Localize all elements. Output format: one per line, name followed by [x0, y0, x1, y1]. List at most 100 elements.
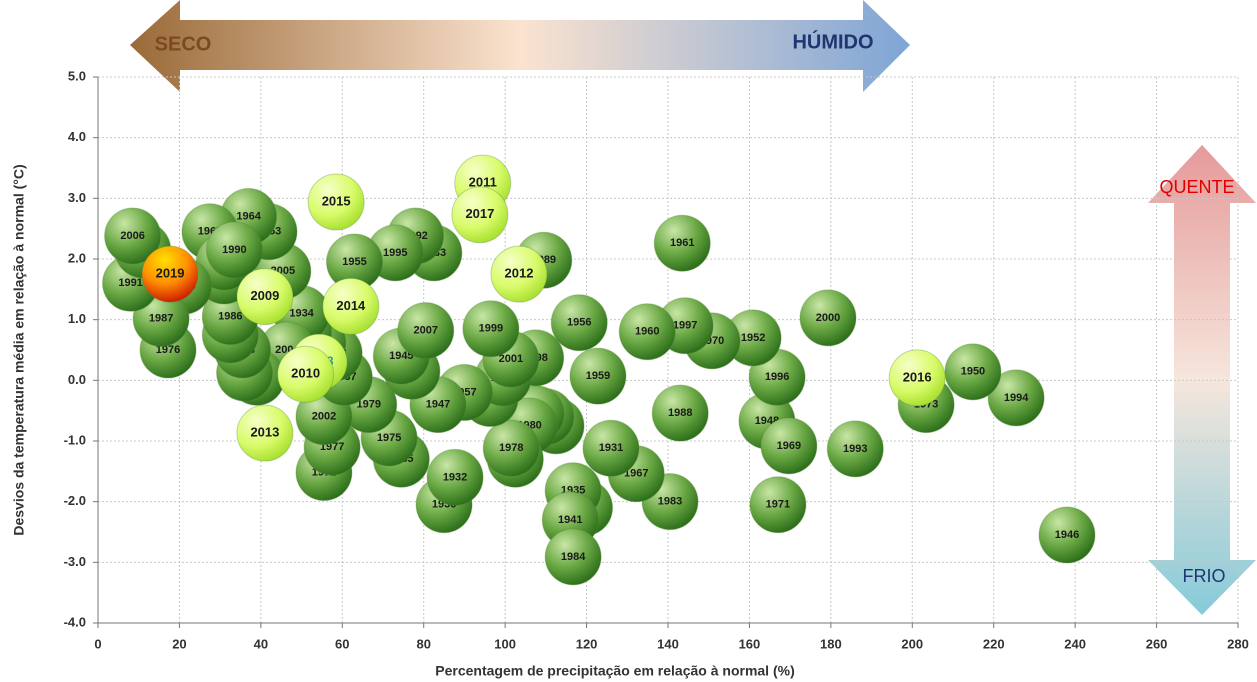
- bubble: [236, 404, 294, 462]
- point-label: 1967: [624, 468, 648, 480]
- point-label: 2015: [322, 193, 351, 208]
- point-label: 1964: [236, 210, 261, 222]
- y-tick-label: -2.0: [64, 493, 86, 508]
- point-label: 1947: [426, 399, 450, 411]
- bubble: [307, 173, 365, 231]
- x-tick-label: 20: [172, 636, 186, 651]
- point-label: 1999: [479, 323, 503, 335]
- point-label: 1986: [218, 311, 242, 323]
- point-label: 1976: [156, 344, 180, 356]
- bubble: [653, 214, 711, 272]
- point-label: 1987: [149, 312, 173, 324]
- bubble: [141, 245, 199, 303]
- annotation: FRIO: [1183, 566, 1226, 586]
- point-label: 2014: [336, 298, 366, 313]
- point-label: 1932: [443, 471, 467, 483]
- bubble: [544, 528, 602, 586]
- point-label: 1988: [668, 407, 692, 419]
- bubble: [451, 186, 509, 244]
- point-label: 1990: [222, 244, 246, 256]
- point-label: 1931: [599, 442, 623, 454]
- point-label: 1979: [357, 399, 381, 411]
- x-tick-label: 180: [820, 636, 842, 651]
- x-tick-label: 220: [983, 636, 1005, 651]
- x-tick-label: 160: [739, 636, 761, 651]
- point-label: 1941: [558, 514, 582, 526]
- point-label: 1969: [777, 440, 801, 452]
- point-label: 1996: [765, 371, 789, 383]
- y-tick-label: 1.0: [68, 311, 86, 326]
- point-label: 1959: [586, 370, 610, 382]
- point-label: 1946: [1055, 529, 1079, 541]
- point-label: 2017: [465, 206, 494, 221]
- x-tick-label: 60: [335, 636, 349, 651]
- x-tick-label: 260: [1146, 636, 1168, 651]
- bubble: [104, 207, 162, 265]
- point-label: 1983: [658, 496, 682, 508]
- x-axis-title: Percentagem de precipitação em relação à…: [435, 663, 794, 679]
- y-tick-label: 3.0: [68, 190, 86, 205]
- point-label: 1975: [377, 432, 401, 444]
- bubble: [651, 384, 709, 442]
- x-tick-label: 100: [494, 636, 516, 651]
- bubble: [618, 303, 676, 361]
- point-label: 1997: [673, 320, 697, 332]
- annotation: QUENTE: [1159, 177, 1234, 197]
- bubble: [490, 245, 548, 303]
- point-label: 1971: [766, 499, 790, 511]
- point-label: 2019: [156, 266, 185, 281]
- bubble: [322, 277, 380, 335]
- y-tick-label: -4.0: [64, 614, 86, 629]
- bubble: [397, 302, 455, 360]
- y-tick-label: -3.0: [64, 554, 86, 569]
- point-label: 2013: [250, 425, 279, 440]
- x-tick-label: 140: [657, 636, 679, 651]
- point-label: 1945: [389, 350, 413, 362]
- dry-wet-arrow: [130, 0, 910, 92]
- bubble: [482, 419, 540, 477]
- bubble: [760, 417, 818, 475]
- x-tick-label: 280: [1227, 636, 1249, 651]
- point-label: 1991: [118, 277, 142, 289]
- y-axis-title: Desvios da temperatura média em relação …: [11, 164, 27, 535]
- point-label: 2010: [291, 366, 320, 381]
- bubble: [277, 345, 335, 403]
- y-tick-label: 2.0: [68, 250, 86, 265]
- point-label: 2001: [499, 353, 523, 365]
- point-label: 1993: [843, 443, 867, 455]
- y-tick-label: -1.0: [64, 432, 86, 447]
- bubble: [236, 268, 294, 326]
- y-tick-label: 4.0: [68, 129, 86, 144]
- point-label: 2006: [120, 230, 144, 242]
- point-label: 1955: [342, 256, 366, 268]
- annotation: SECO: [155, 33, 212, 55]
- point-label: 1978: [499, 442, 523, 454]
- bubble: [888, 349, 946, 407]
- point-label: 2007: [414, 324, 438, 336]
- x-tick-label: 200: [901, 636, 923, 651]
- point-label: 1961: [670, 237, 694, 249]
- bubble: [749, 476, 807, 534]
- point-label: 2002: [312, 411, 336, 423]
- point-label: 1956: [567, 317, 591, 329]
- point-label: 1960: [635, 326, 659, 338]
- point-label: 2011: [469, 175, 497, 190]
- x-tick-label: 120: [576, 636, 598, 651]
- bubble: [205, 221, 263, 279]
- bubble: [1038, 506, 1096, 564]
- point-label: 2012: [505, 266, 534, 281]
- annotation: HÚMIDO: [792, 29, 873, 53]
- point-label: 1994: [1004, 392, 1029, 404]
- y-tick-label: 0.0: [68, 372, 86, 387]
- bubble: [550, 294, 608, 352]
- point-label: 1952: [741, 332, 765, 344]
- point-label: 1995: [383, 247, 407, 259]
- point-label: 1984: [561, 551, 586, 563]
- x-tick-label: 0: [94, 636, 101, 651]
- bubble: [582, 419, 640, 477]
- point-label: 2016: [903, 369, 932, 384]
- x-tick-label: 40: [254, 636, 268, 651]
- point-label: 1934: [289, 308, 314, 320]
- point-label: 2009: [250, 288, 279, 303]
- bubble: [944, 343, 1002, 401]
